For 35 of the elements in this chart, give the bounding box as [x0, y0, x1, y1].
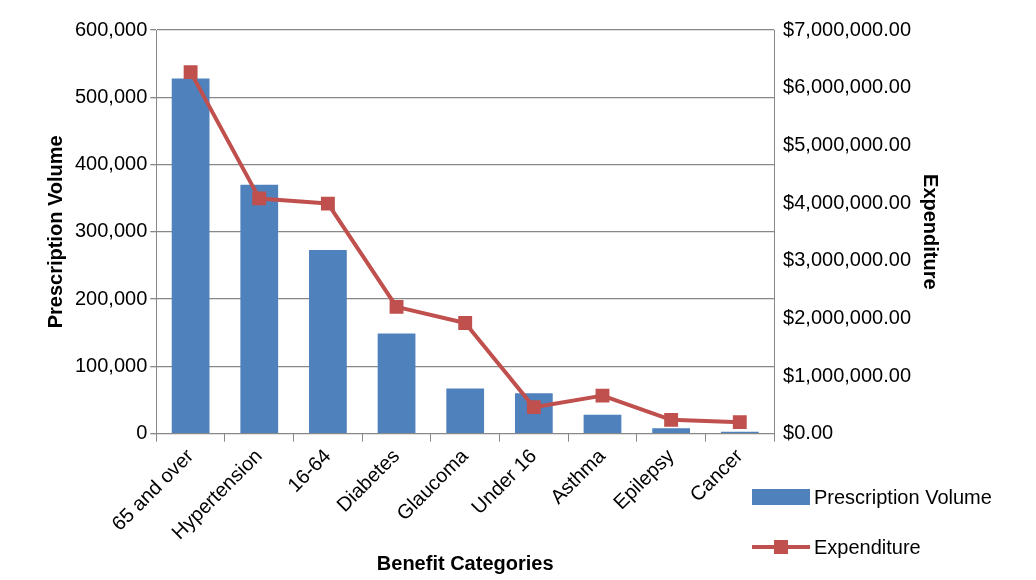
- y-tick-label: 200,000: [75, 286, 148, 309]
- point: [252, 191, 267, 206]
- bar: [652, 428, 691, 434]
- y2-tick-label: $7,000,000.00: [783, 17, 912, 40]
- y2-tick-label: $3,000,000.00: [783, 248, 912, 271]
- bar: [377, 333, 416, 434]
- y-tick-label: 600,000: [75, 17, 148, 40]
- point: [389, 299, 404, 314]
- bar: [240, 184, 279, 434]
- y-tick-label: 300,000: [75, 219, 148, 242]
- point: [664, 412, 679, 427]
- point: [732, 415, 747, 430]
- y2-tick-label: $1,000,000.00: [783, 363, 912, 386]
- point: [595, 388, 610, 403]
- point: [320, 196, 335, 211]
- y2-axis-title: Expenditure: [920, 174, 943, 290]
- y2-tick-label: $2,000,000.00: [783, 305, 912, 328]
- point: [458, 316, 473, 330]
- point: [183, 65, 198, 80]
- y-tick-label: 100,000: [75, 353, 148, 376]
- bar: [171, 78, 210, 434]
- bar: [309, 250, 347, 434]
- y-tick-label: 500,000: [75, 84, 148, 107]
- y-axis-title: Prescription Volume: [43, 135, 66, 329]
- legend-label: Expenditure: [814, 535, 921, 559]
- y2-tick-label: $4,000,000.00: [783, 190, 912, 213]
- bar: [446, 388, 485, 434]
- x-axis-title: Benefit Categories: [376, 551, 554, 574]
- y2-tick-label: $5,000,000.00: [783, 132, 912, 155]
- y-tick-label: 400,000: [75, 152, 148, 175]
- y2-tick-label: $6,000,000.00: [783, 75, 912, 98]
- y2-tick-label: $0.00: [783, 421, 834, 444]
- y-tick-label: 0: [136, 421, 148, 444]
- bar: [583, 414, 622, 434]
- legend-label: Prescription Volume: [814, 485, 992, 509]
